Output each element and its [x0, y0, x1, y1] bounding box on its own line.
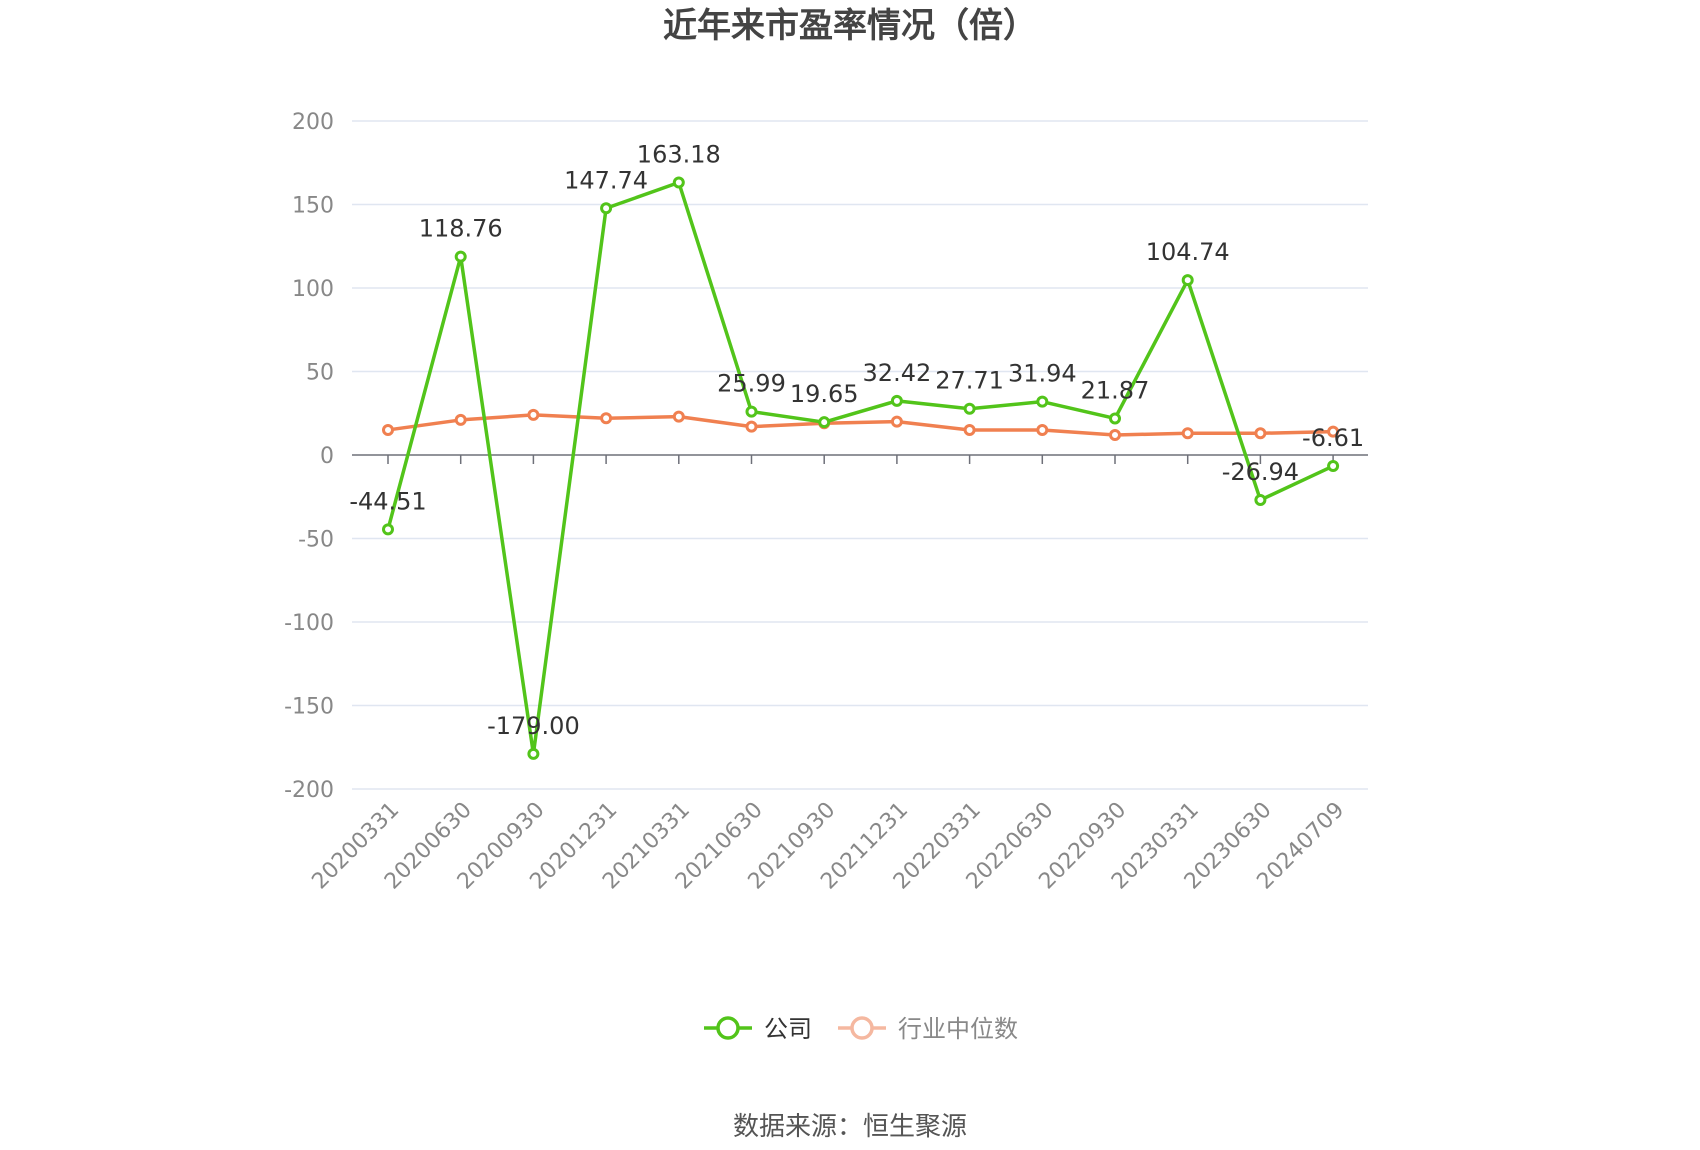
- company-point[interactable]: [1327, 460, 1340, 473]
- company-point[interactable]: [527, 747, 540, 760]
- industry-median-point[interactable]: [890, 415, 903, 428]
- y-tick-label: -200: [284, 778, 334, 803]
- legend-label: 公司: [764, 1015, 812, 1043]
- legend-marker: [716, 1016, 740, 1040]
- data-label: 21.87: [1081, 376, 1150, 404]
- industry-median-point[interactable]: [1036, 423, 1049, 436]
- industry-median-point[interactable]: [1327, 425, 1340, 438]
- data-label: 147.74: [564, 166, 648, 194]
- data-label: 104.74: [1146, 238, 1230, 266]
- company-point[interactable]: [890, 394, 903, 407]
- industry-median-point[interactable]: [382, 423, 394, 436]
- industry-median-line: [387, 413, 1334, 437]
- industry-median-point[interactable]: [963, 423, 976, 436]
- y-tick-label: 50: [306, 361, 334, 386]
- company-point[interactable]: [963, 402, 976, 415]
- data-label: 25.99: [717, 370, 786, 398]
- data-label: -179.00: [487, 712, 580, 740]
- industry-median-point[interactable]: [745, 420, 758, 433]
- legend-label: 行业中位数: [898, 1015, 1018, 1043]
- company-point[interactable]: [1254, 493, 1267, 506]
- data-source: 数据来源：恒生聚源: [733, 1112, 967, 1142]
- industry-median-point[interactable]: [1109, 428, 1121, 441]
- industry-median-point[interactable]: [1181, 427, 1194, 440]
- industry-median-point[interactable]: [1254, 427, 1267, 440]
- y-tick-label: -150: [284, 695, 334, 720]
- series: [382, 176, 1340, 760]
- company-point[interactable]: [745, 405, 758, 418]
- data-label: -44.51: [349, 487, 426, 515]
- company-point[interactable]: [600, 202, 613, 215]
- company-point[interactable]: [454, 250, 467, 263]
- industry-median-point[interactable]: [672, 410, 685, 423]
- data-label: 31.94: [1008, 360, 1077, 388]
- company-point[interactable]: [672, 176, 685, 189]
- y-tick-label: 100: [292, 277, 334, 302]
- data-label: 27.71: [935, 367, 1004, 395]
- data-label: 32.42: [863, 359, 932, 387]
- data-label: 118.76: [419, 215, 503, 243]
- data-label: -6.61: [1302, 424, 1364, 452]
- grid: [352, 120, 1368, 790]
- y-tick-label: -50: [298, 528, 334, 553]
- y-tick-label: 200: [292, 110, 334, 135]
- industry-median-point[interactable]: [454, 413, 467, 426]
- y-tick-label: -100: [284, 611, 334, 636]
- legend[interactable]: 公司 行业中位数: [704, 1015, 1018, 1043]
- legend-marker: [850, 1016, 874, 1040]
- industry-median-point[interactable]: [600, 412, 613, 425]
- company-line: [386, 180, 1334, 756]
- chart-title: 近年来市盈率情况（倍）: [663, 6, 1037, 46]
- company-point[interactable]: [1036, 395, 1049, 408]
- data-label: 163.18: [637, 140, 721, 168]
- legend-company[interactable]: 公司: [704, 1015, 812, 1043]
- data-label: 19.65: [790, 380, 859, 408]
- company-point[interactable]: [1109, 412, 1121, 425]
- data-label: -26.94: [1222, 458, 1299, 486]
- legend-industry-median[interactable]: 行业中位数: [838, 1015, 1018, 1043]
- industry-median-point[interactable]: [527, 408, 540, 421]
- company-point[interactable]: [818, 416, 831, 429]
- y-tick-label: 150: [292, 194, 334, 219]
- company-point[interactable]: [382, 523, 394, 536]
- y-tick-label: 0: [320, 444, 334, 469]
- company-point[interactable]: [1181, 274, 1194, 287]
